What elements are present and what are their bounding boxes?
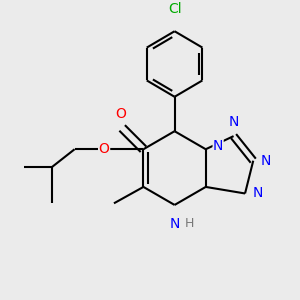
Text: N: N — [260, 154, 271, 168]
Text: N: N — [228, 115, 239, 129]
Text: O: O — [115, 107, 126, 122]
Text: Cl: Cl — [168, 2, 182, 16]
Text: H: H — [184, 218, 194, 230]
Text: N: N — [213, 139, 223, 153]
Text: O: O — [99, 142, 110, 156]
Text: N: N — [169, 218, 180, 231]
Text: N: N — [252, 187, 262, 200]
